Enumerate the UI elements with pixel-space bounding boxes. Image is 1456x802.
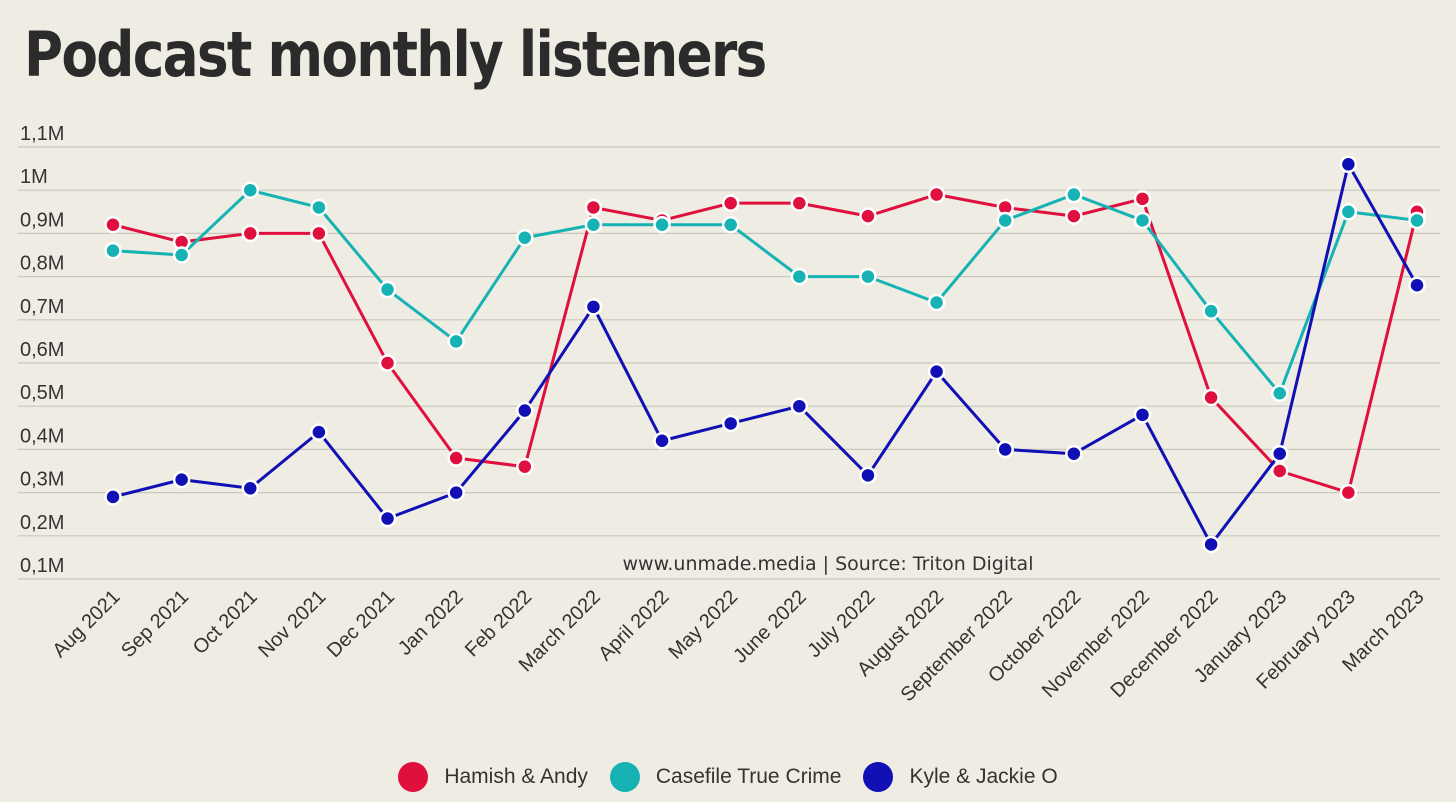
data-point — [104, 241, 122, 260]
data-point — [1408, 211, 1426, 230]
y-tick-label: 0,1M — [20, 555, 64, 577]
data-point — [516, 228, 534, 247]
series-line — [112, 162, 1419, 546]
data-point — [516, 457, 534, 476]
source-annotation: www.unmade.media | Source: Triton Digita… — [623, 553, 1034, 575]
data-point — [1270, 384, 1289, 402]
data-point — [653, 432, 671, 450]
data-point — [1065, 185, 1083, 204]
data-point — [241, 181, 260, 199]
data-point — [1202, 302, 1220, 320]
y-axis-tick-labels: 0,1M 0,2M 0,3M 0,4M 0,5M 0,6M 0,7M 0,8M 0,9M 1M 1,… — [20, 123, 64, 577]
x-tick-label: Jan 2022 — [394, 586, 468, 660]
data-point — [927, 293, 946, 312]
series-line — [112, 193, 1419, 495]
data-point — [790, 397, 809, 415]
data-point — [1133, 406, 1152, 424]
x-tick-label: Nov 2021 — [254, 586, 330, 662]
legend-item: Casefile True Crime — [609, 762, 842, 792]
y-tick-label: 0,7M — [20, 296, 64, 318]
data-point — [310, 423, 328, 441]
data-point — [378, 280, 397, 299]
data-point — [172, 246, 191, 264]
data-point — [859, 466, 877, 485]
legend-label: Casefile True Crime — [655, 765, 842, 788]
x-tick-label: Aug 2021 — [48, 586, 124, 662]
x-tick-label: Oct 2021 — [189, 586, 262, 659]
line-chart: 0,1M 0,2M 0,3M 0,4M 0,5M 0,6M 0,7M 0,8M 0,9M 1M 1,… — [18, 123, 1440, 706]
data-point — [1270, 444, 1289, 463]
series-line — [112, 188, 1418, 395]
legend-swatch — [863, 762, 894, 792]
data-point — [1339, 483, 1358, 502]
data-point — [584, 198, 603, 217]
y-tick-label: 0,9M — [20, 209, 64, 231]
x-tick-label: June 2022 — [729, 586, 811, 668]
data-point — [790, 194, 809, 212]
legend-item: Kyle & Jackie O — [863, 762, 1058, 792]
data-point — [721, 414, 740, 433]
data-point — [1065, 444, 1083, 463]
data-point — [721, 216, 740, 234]
data-point — [1270, 462, 1289, 480]
y-tick-label: 1M — [20, 166, 48, 188]
data-point — [447, 449, 465, 467]
legend: Hamish & Andy Casefile True Crime Kyle & J… — [0, 762, 1456, 792]
legend-swatch — [609, 762, 640, 792]
x-tick-label: April 2022 — [594, 586, 673, 665]
data-point — [584, 216, 603, 234]
data-point — [927, 185, 946, 204]
y-tick-label: 0,6M — [20, 339, 64, 361]
y-tick-label: 0,3M — [20, 469, 64, 491]
legend-swatch — [398, 762, 429, 792]
y-tick-label: 1,1M — [20, 123, 64, 145]
data-point — [1133, 211, 1152, 230]
data-point — [584, 298, 603, 316]
data-point — [653, 216, 671, 234]
data-point — [859, 267, 877, 286]
y-tick-label: 0,8M — [20, 253, 64, 275]
data-point — [1202, 388, 1220, 407]
chart-title: Podcast monthly listeners — [24, 18, 767, 91]
y-tick-label: 0,2M — [20, 512, 64, 534]
data-point — [378, 354, 397, 372]
data-point — [859, 207, 877, 225]
data-point — [1408, 276, 1426, 294]
data-point — [1339, 155, 1358, 174]
data-point — [1339, 203, 1358, 221]
legend-item: Hamish & Andy — [398, 762, 588, 792]
x-tick-label: Sep 2021 — [117, 586, 193, 662]
data-point — [447, 332, 465, 351]
data-point — [172, 470, 191, 489]
data-point — [996, 211, 1014, 230]
data-point — [1133, 190, 1152, 208]
data-point — [790, 267, 809, 286]
data-point — [1065, 207, 1083, 225]
y-tick-label: 0,5M — [20, 382, 64, 404]
data-point — [104, 216, 122, 234]
data-point — [378, 509, 397, 528]
legend-label: Hamish & Andy — [444, 765, 588, 788]
data-point — [996, 440, 1014, 459]
y-tick-label: 0,4M — [20, 425, 64, 447]
data-point — [310, 224, 328, 243]
legend-label: Kyle & Jackie O — [909, 765, 1058, 788]
data-point — [516, 401, 534, 420]
data-point — [447, 483, 465, 502]
data-point — [927, 362, 946, 381]
data-point — [104, 488, 122, 506]
data-point — [1202, 535, 1220, 554]
data-point — [241, 479, 260, 498]
grid-lines — [18, 146, 1440, 580]
data-point — [310, 198, 328, 217]
x-tick-label: Dec 2021 — [323, 586, 399, 662]
series-lines — [104, 155, 1426, 554]
data-point — [241, 224, 260, 243]
data-point — [721, 194, 740, 212]
